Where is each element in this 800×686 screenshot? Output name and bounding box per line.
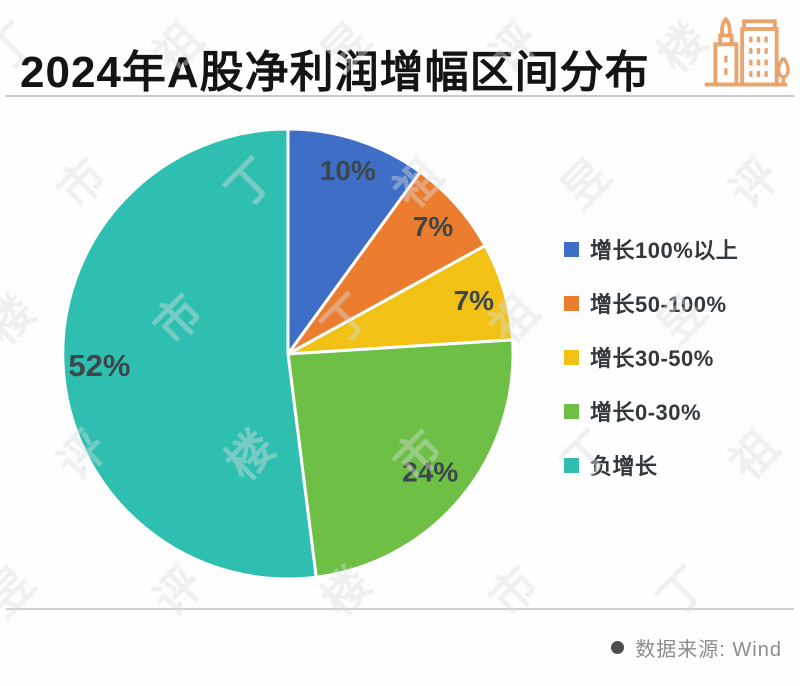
- pie-slice-4: [61, 127, 318, 581]
- legend-label: 增长100%以上: [590, 238, 739, 263]
- legend-swatch-icon: [564, 349, 579, 365]
- legend-swatch-icon: [564, 241, 579, 257]
- legend-swatch-icon: [564, 457, 579, 473]
- legend-label: 增长0-30%: [590, 400, 702, 425]
- slice-value-label-4: 52%: [68, 348, 130, 383]
- legend-item-1: 增长50-100%: [564, 276, 738, 330]
- header-divider: [6, 95, 794, 97]
- slice-value-label-2: 7%: [454, 285, 495, 316]
- dot-icon: [611, 641, 625, 654]
- slice-value-label-0: 10%: [320, 155, 376, 186]
- chart-legend: 增长100%以上 增长50-100% 增长30-50% 增长0-30% 负增长: [564, 222, 738, 492]
- legend-item-4: 负增长: [564, 438, 738, 492]
- slice-value-label-3: 24%: [402, 457, 458, 488]
- legend-label: 增长50-100%: [590, 292, 727, 317]
- legend-swatch-icon: [564, 295, 579, 311]
- footer-divider: [6, 608, 794, 610]
- legend-swatch-icon: [564, 403, 579, 419]
- pie-slice-3: [286, 338, 515, 579]
- legend-label: 增长30-50%: [590, 346, 714, 371]
- legend-label: 负增长: [590, 454, 658, 479]
- pie-slice-0: [286, 127, 422, 356]
- data-source: 数据来源: Wind: [611, 633, 782, 662]
- slice-value-label-1: 7%: [413, 211, 454, 242]
- legend-item-0: 增长100%以上: [564, 222, 738, 276]
- page-title: 2024年A股净利润增幅区间分布: [20, 48, 650, 98]
- legend-item-3: 增长0-30%: [564, 384, 738, 438]
- buildings-icon: [704, 16, 790, 87]
- data-source-label: 数据来源: Wind: [635, 639, 782, 661]
- legend-item-2: 增长30-50%: [564, 330, 738, 384]
